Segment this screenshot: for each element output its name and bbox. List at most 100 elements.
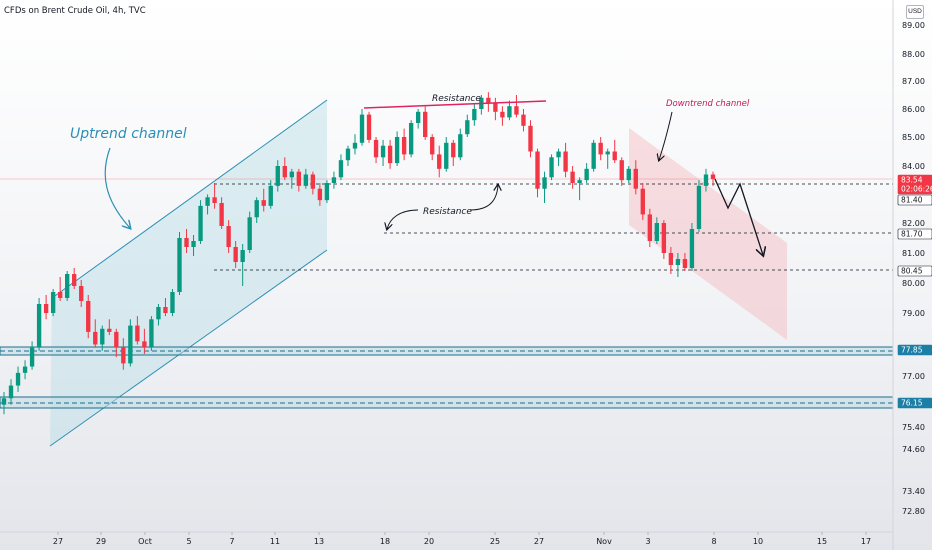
- candle-body: [36, 304, 42, 348]
- candle-body: [149, 319, 154, 348]
- y-tick-label: 79.00: [902, 309, 925, 318]
- candle-body: [128, 325, 133, 364]
- y-tick-label: 84.00: [902, 162, 925, 171]
- downtrend-channel-fill: [629, 128, 787, 340]
- candle-body: [647, 214, 652, 241]
- candle-body: [177, 238, 182, 292]
- x-tick-label: 25: [490, 537, 500, 546]
- candle-body: [500, 111, 505, 118]
- candle-body: [289, 171, 294, 178]
- candle-body: [437, 154, 442, 169]
- y-axis-ticks: 89.00 88.00 87.00 86.00 85.00 84.00 82.00 81.00…: [902, 21, 925, 516]
- x-tick-label: 3: [645, 537, 650, 546]
- candle-body: [86, 301, 91, 332]
- candle-body: [100, 328, 105, 345]
- candle-body: [142, 341, 147, 348]
- candle-body: [317, 188, 323, 201]
- y-tick-label: 73.40: [902, 487, 925, 496]
- x-tick-label: Nov: [596, 537, 612, 546]
- candle-body: [626, 168, 631, 181]
- x-tick-label: 7: [229, 537, 234, 546]
- svg-text:83.54: 83.54: [901, 176, 923, 185]
- x-tick-label: 20: [424, 537, 434, 546]
- candle-body: [528, 125, 533, 152]
- y-tick-label: 72.80: [902, 507, 925, 516]
- candle-body: [233, 247, 238, 262]
- candle-body: [338, 160, 344, 178]
- candle-body: [521, 114, 526, 126]
- y-tick-label: 75.40: [902, 423, 925, 432]
- candle-body: [198, 205, 203, 241]
- candle-body: [619, 160, 624, 181]
- projection-path: [714, 178, 763, 255]
- currency-button[interactable]: USD: [906, 5, 924, 19]
- resistance-trendline[interactable]: [363, 100, 547, 109]
- candle-body: [240, 250, 245, 262]
- candle-body: [486, 97, 491, 104]
- candle-body: [668, 253, 674, 265]
- candle-body: [584, 168, 589, 181]
- x-tick-label: 17: [861, 537, 871, 546]
- candle-body: [107, 328, 112, 332]
- candle-body: [710, 174, 716, 179]
- candle-body: [507, 106, 512, 118]
- candle-body: [93, 331, 98, 345]
- candle-body: [324, 183, 330, 201]
- resistance-label-mid: Resistance: [423, 207, 472, 217]
- uptrend-channel-label: Uptrend channel: [70, 126, 187, 142]
- price-label-countdown: 02:06:26: [897, 183, 932, 195]
- candle-body: [226, 226, 231, 247]
- x-tick-label: 18: [380, 537, 390, 546]
- x-tick-label: 10: [753, 537, 763, 546]
- x-tick-label: Oct: [138, 537, 152, 546]
- svg-text:81.70: 81.70: [901, 230, 923, 239]
- candle-body: [465, 120, 470, 135]
- candle-body: [303, 174, 309, 186]
- candle-body: [345, 148, 351, 161]
- candle-body: [43, 304, 49, 313]
- x-tick-label: 8: [711, 537, 716, 546]
- candle-body: [219, 203, 224, 226]
- candle-body: [205, 197, 210, 206]
- candle-body: [359, 114, 365, 143]
- candle-body: [387, 145, 393, 164]
- candle-body: [654, 223, 660, 241]
- candle-body: [72, 274, 77, 286]
- x-axis-ticks: 27 29 Oct 5 7 11 13 18 20 25 27 Nov 3 8 10 15 17: [53, 532, 871, 546]
- candle-body: [163, 307, 168, 313]
- candle-body: [191, 241, 196, 247]
- candle-body: [268, 185, 273, 206]
- candle-body: [401, 137, 407, 155]
- candle-body: [261, 200, 266, 206]
- candle-body: [114, 331, 119, 348]
- candle-body: [605, 151, 610, 155]
- x-tick-label: 5: [186, 537, 191, 546]
- candle-body: [423, 111, 428, 137]
- candle-body: [472, 109, 477, 121]
- uptrend-channel-upper[interactable]: [51, 99, 328, 299]
- x-tick-label: 27: [53, 537, 63, 546]
- y-tick-label: 86.00: [902, 105, 925, 114]
- uptrend-channel-fill: [50, 100, 327, 446]
- zone-lower[interactable]: [0, 396, 894, 409]
- candles-group: [1, 92, 716, 415]
- y-tick-label: 80.00: [902, 279, 925, 288]
- candle-body: [296, 171, 302, 186]
- candle-body: [331, 177, 337, 183]
- candle-body: [135, 325, 140, 342]
- candle-body: [247, 217, 252, 250]
- x-tick-label: 27: [534, 537, 544, 546]
- y-tick-label: 89.00: [902, 21, 925, 30]
- candle-body: [577, 180, 582, 183]
- candle-body: [556, 151, 561, 158]
- svg-text:80.45: 80.45: [901, 267, 923, 276]
- candle-body: [430, 137, 435, 155]
- zone-upper[interactable]: [0, 346, 894, 356]
- x-tick-label: 15: [817, 537, 827, 546]
- price-label-current: 83.54: [897, 174, 932, 186]
- candle-body: [121, 347, 126, 364]
- candle-body: [79, 286, 84, 301]
- x-tick-label: 11: [270, 537, 280, 546]
- candle-body: [380, 145, 386, 158]
